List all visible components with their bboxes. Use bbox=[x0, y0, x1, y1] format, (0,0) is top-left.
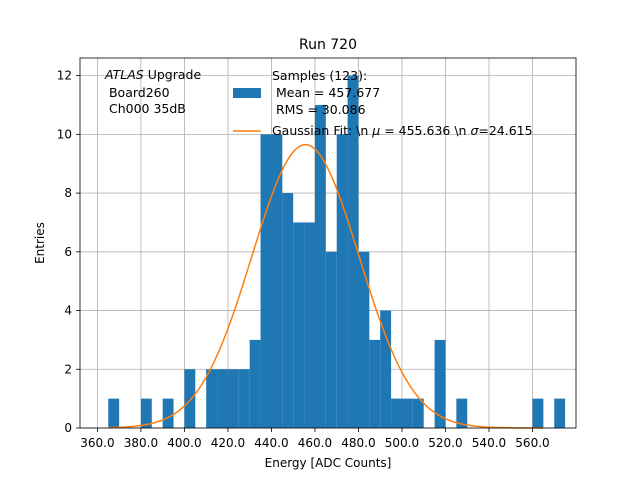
histogram-bar-10 bbox=[271, 134, 283, 428]
legend-fit-mu-value: = 455.636 \n bbox=[380, 123, 470, 138]
histogram-bar-5 bbox=[217, 369, 228, 428]
y-tick-label-0: 0 bbox=[64, 421, 72, 435]
y-tick-label-6: 12 bbox=[57, 69, 72, 83]
legend-fit-sigma-value: =24.615 bbox=[478, 123, 532, 138]
y-tick-label-1: 2 bbox=[64, 362, 72, 376]
histogram-bar-4 bbox=[206, 369, 218, 428]
histogram-bar-16 bbox=[336, 134, 348, 428]
plot-frame bbox=[79, 57, 577, 429]
gaussian-fit-line bbox=[108, 143, 544, 429]
histogram-bar-26 bbox=[532, 398, 544, 428]
histogram-bar-18 bbox=[358, 251, 370, 428]
annotation-line-2: Board260 bbox=[105, 85, 170, 100]
y-tick-label-5: 10 bbox=[57, 127, 72, 141]
x-tick-label-4: 440.0 bbox=[254, 436, 288, 450]
histogram-bar-17 bbox=[347, 75, 359, 428]
legend: Samples (123): Mean = 457.677 RMS = 30.0… bbox=[233, 68, 533, 138]
y-axis-label: Entries bbox=[33, 222, 47, 264]
histogram-bar-8 bbox=[249, 339, 261, 428]
x-tick-label-5: 460.0 bbox=[298, 436, 332, 450]
histogram-bar-9 bbox=[260, 134, 272, 428]
histogram-bar-22 bbox=[401, 398, 413, 428]
annotation-upgrade: Upgrade bbox=[144, 67, 202, 82]
legend-fit-sigma-symbol: σ bbox=[470, 123, 479, 138]
x-tick-label-9: 540.0 bbox=[472, 436, 506, 450]
histogram-bar-19 bbox=[369, 339, 381, 428]
legend-samples-line-2: Mean = 457.677 bbox=[272, 85, 380, 100]
histogram-bar-23 bbox=[412, 398, 424, 428]
y-axis-ticks: 0 2 4 6 8 10 12 bbox=[57, 69, 80, 435]
histogram-bar-27 bbox=[554, 398, 566, 428]
y-tick-label-4: 8 bbox=[64, 186, 72, 200]
x-tick-label-7: 500.0 bbox=[385, 436, 419, 450]
chart-title: Run 720 bbox=[299, 37, 357, 53]
histogram-bar-15 bbox=[325, 251, 337, 428]
x-tick-label-3: 420.0 bbox=[211, 436, 245, 450]
histogram-bar-7 bbox=[238, 369, 250, 428]
x-tick-label-6: 480.0 bbox=[341, 436, 375, 450]
histogram-bar-24 bbox=[434, 339, 446, 428]
histogram-bars bbox=[108, 75, 566, 428]
x-axis-label: Energy [ADC Counts] bbox=[265, 456, 392, 470]
x-tick-label-0: 360.0 bbox=[80, 436, 114, 450]
legend-fit-mu-symbol: μ bbox=[371, 123, 380, 138]
legend-samples-line-1: Samples (123): bbox=[272, 68, 367, 83]
legend-fit-prefix: Gaussian Fit: \n bbox=[272, 123, 372, 138]
legend-fit-label: Gaussian Fit: \n μ = 455.636 \n σ=24.615 bbox=[272, 123, 533, 138]
histogram-bar-13 bbox=[304, 222, 315, 428]
x-axis-ticks: 360.0 380.0 400.0 420.0 440.0 460.0 480.0 500.0… bbox=[80, 428, 550, 450]
y-tick-label-3: 6 bbox=[64, 245, 72, 259]
x-tick-label-10: 560.0 bbox=[515, 436, 549, 450]
histogram-bar-12 bbox=[293, 222, 305, 428]
x-tick-label-2: 400.0 bbox=[167, 436, 201, 450]
histogram-bar-1 bbox=[140, 398, 152, 428]
histogram-bar-25 bbox=[456, 398, 468, 428]
annotation-line-1: ATLAS Upgrade bbox=[104, 67, 201, 82]
x-tick-label-1: 380.0 bbox=[124, 436, 158, 450]
y-tick-label-2: 4 bbox=[64, 304, 72, 318]
legend-bar-swatch bbox=[233, 88, 261, 98]
annotation-atlas-italic: ATLAS bbox=[104, 67, 144, 82]
histogram-bar-6 bbox=[227, 369, 239, 428]
atlas-annotation: ATLAS Upgrade Board260 Ch000 35dB bbox=[104, 67, 201, 116]
x-tick-label-8: 520.0 bbox=[428, 436, 462, 450]
annotation-line-3: Ch000 35dB bbox=[105, 101, 186, 116]
histogram-bar-14 bbox=[314, 104, 326, 428]
histogram-bar-20 bbox=[380, 310, 392, 428]
histogram-bar-3 bbox=[184, 369, 196, 428]
legend-samples-line-3: RMS = 30.086 bbox=[272, 102, 366, 117]
histogram-bar-0 bbox=[108, 398, 120, 428]
histogram-bar-11 bbox=[282, 193, 294, 428]
histogram-bar-21 bbox=[391, 398, 402, 428]
histogram-bar-2 bbox=[162, 398, 174, 428]
